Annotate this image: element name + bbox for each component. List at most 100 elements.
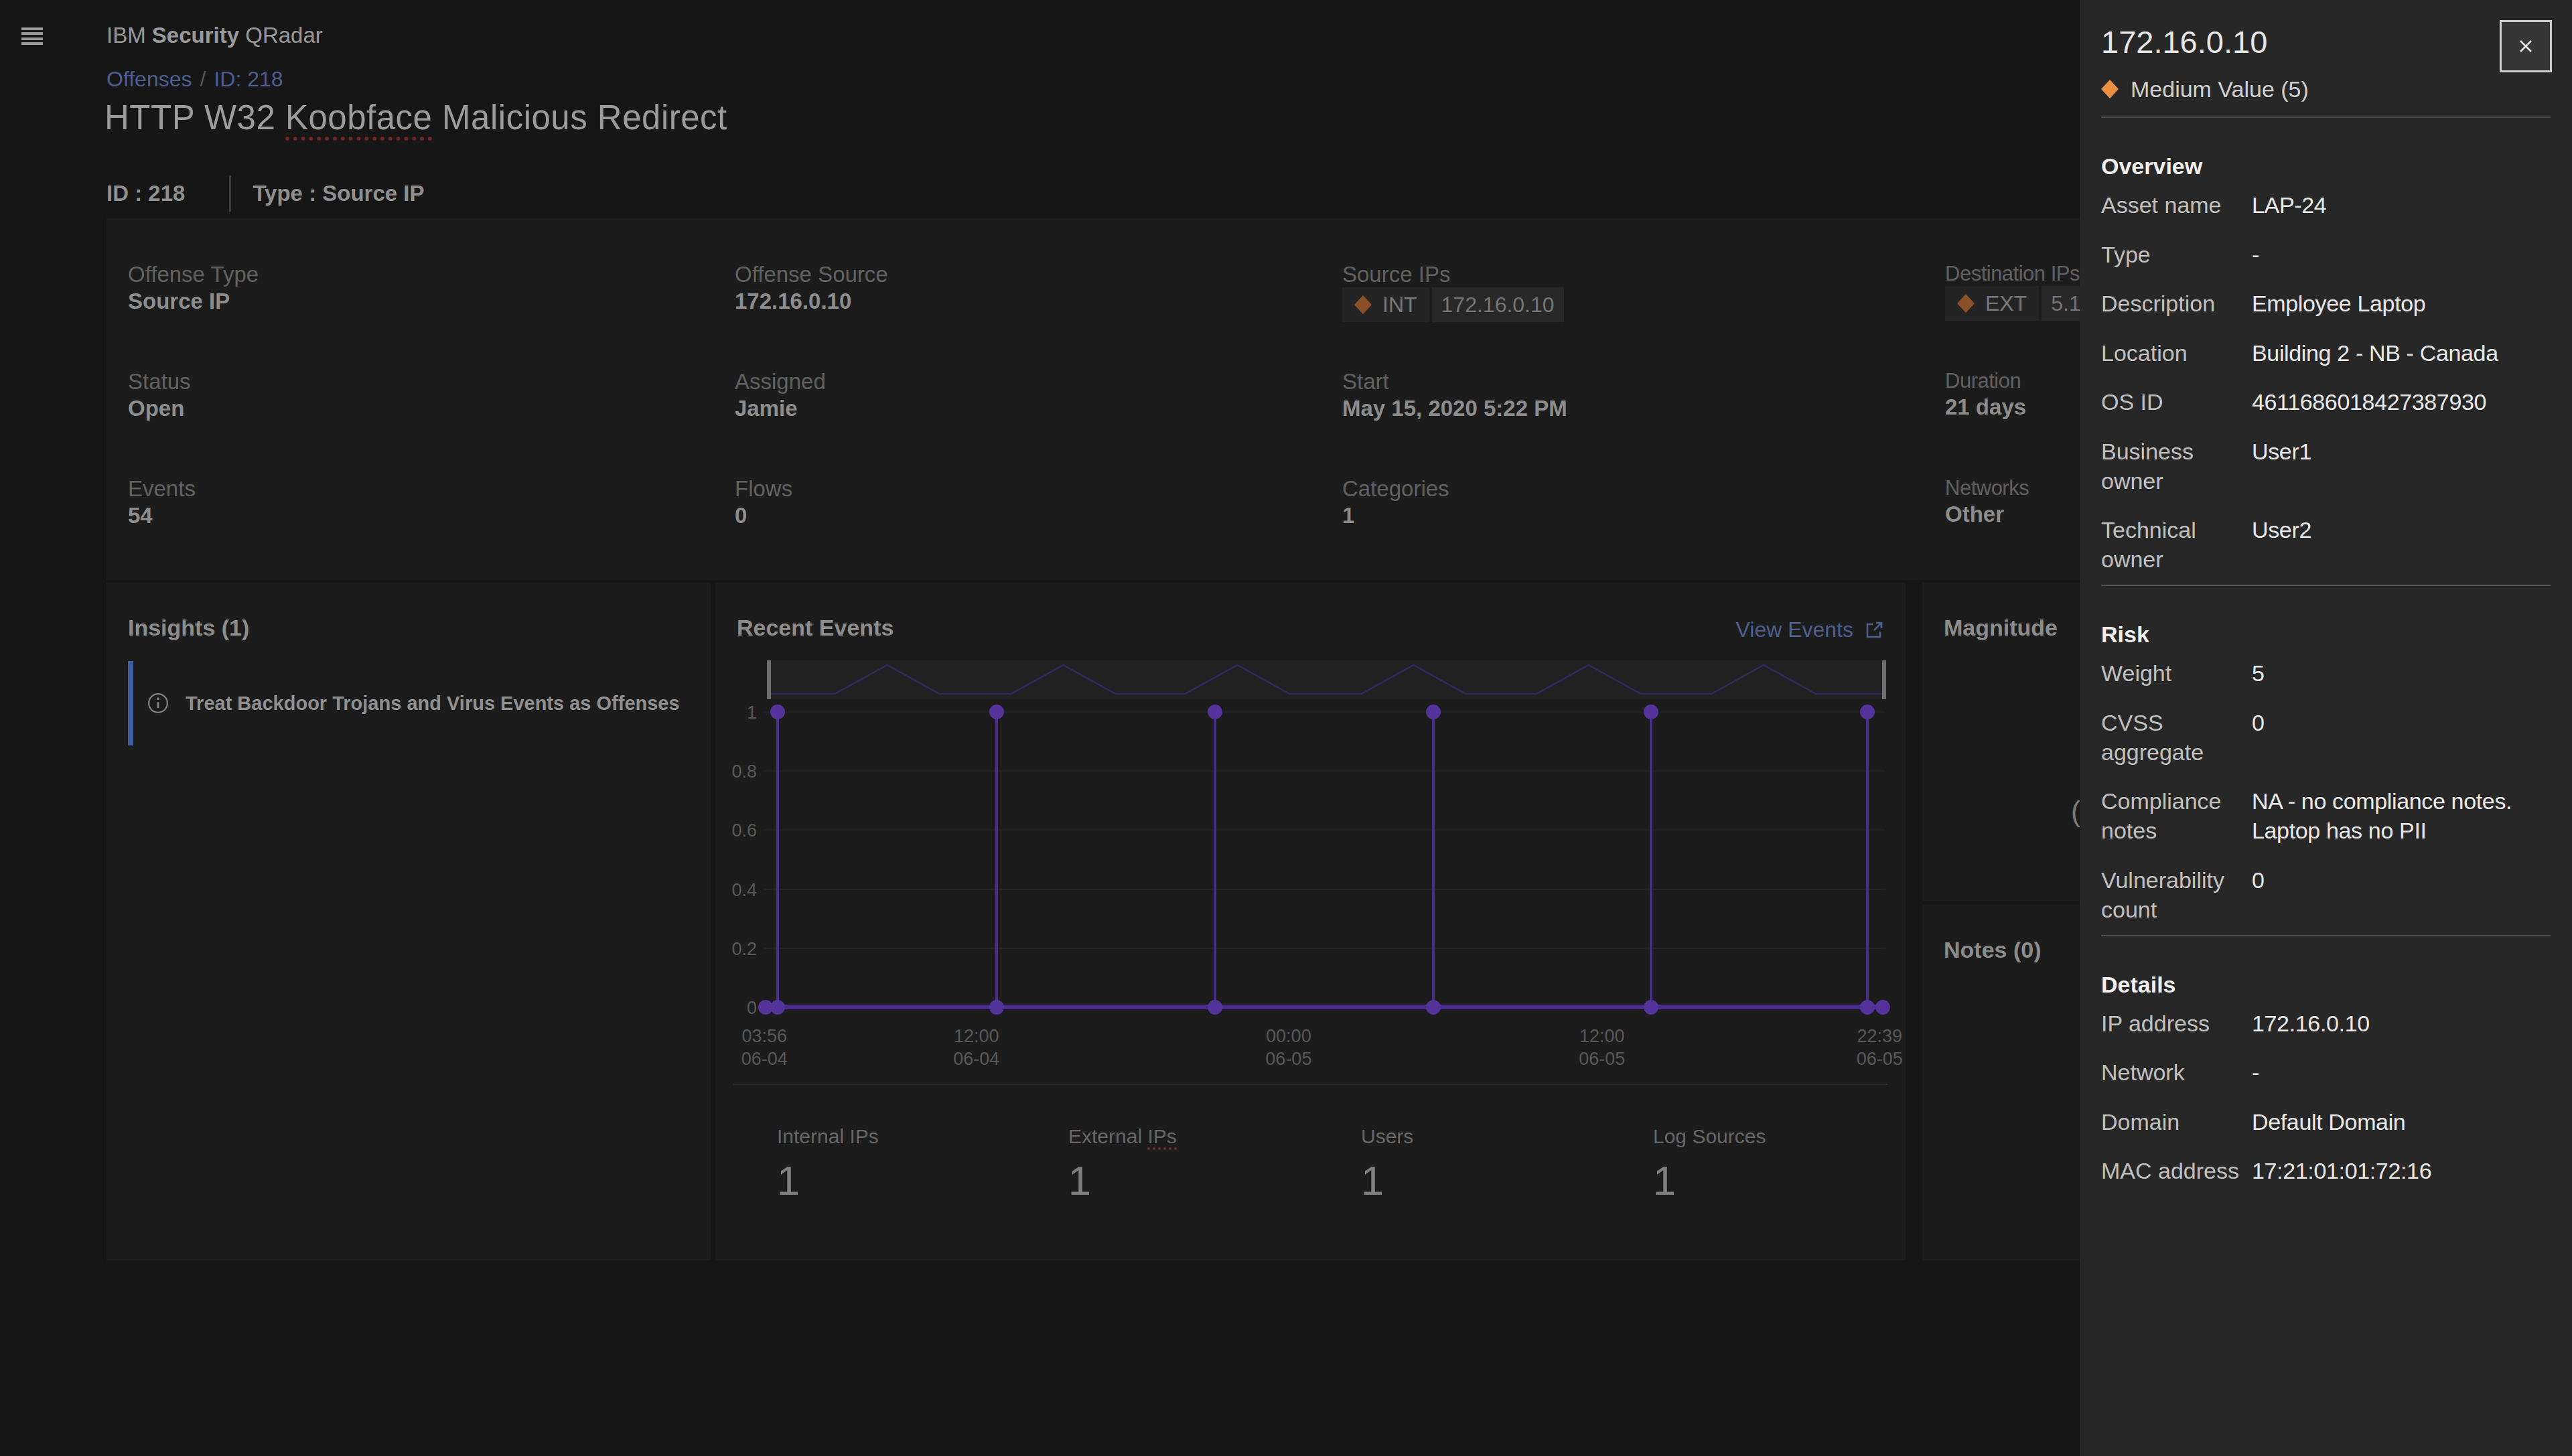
chart-event-dot[interactable] bbox=[1644, 705, 1658, 719]
chart-baseline-series bbox=[764, 1005, 1885, 1009]
field-status: Status Open bbox=[128, 369, 191, 421]
source-ip-tag[interactable]: INT 172.16.0.10 bbox=[1342, 287, 1564, 322]
close-panel-button[interactable] bbox=[2500, 20, 2552, 72]
chart-event-stem bbox=[1214, 712, 1216, 1007]
field-duration: Duration 21 days bbox=[1945, 369, 2026, 420]
asset-value-badge: Medium Value (5) bbox=[2101, 76, 2551, 102]
panel-section-heading: Risk bbox=[2101, 620, 2551, 649]
panel-field-label: MAC address bbox=[2101, 1156, 2252, 1185]
view-events-link[interactable]: View Events bbox=[1736, 617, 1885, 642]
panel-field-label: CVSS aggregate bbox=[2101, 708, 2252, 767]
panel-field-row: Vulnerability count0 bbox=[2101, 865, 2551, 924]
panel-field-value: - bbox=[2252, 1058, 2568, 1087]
panel-field-label: Weight bbox=[2101, 658, 2252, 688]
chart-baseline-dot bbox=[1426, 1000, 1441, 1015]
panel-field-label: Compliance notes bbox=[2101, 786, 2252, 845]
panel-field-row: OS ID4611686018427387930 bbox=[2101, 387, 2551, 417]
field-categories: Categories 1 bbox=[1342, 476, 1449, 528]
panel-section-heading: Overview bbox=[2101, 151, 2551, 181]
stat-external-ips: External IPs 1 bbox=[1068, 1125, 1177, 1204]
menu-icon[interactable] bbox=[21, 27, 43, 45]
panel-field-row: Asset nameLAP-24 bbox=[2101, 190, 2551, 220]
recent-events-title: Recent Events bbox=[737, 615, 894, 641]
panel-field-row: CVSS aggregate0 bbox=[2101, 708, 2551, 767]
chart-event-dot[interactable] bbox=[1208, 705, 1222, 719]
breadcrumb-current[interactable]: ID: 218 bbox=[214, 67, 283, 91]
panel-field-value: LAP-24 bbox=[2252, 190, 2568, 220]
panel-field-value: - bbox=[2252, 240, 2568, 269]
chart-event-stem bbox=[1650, 712, 1652, 1007]
chart-x-axis: 03:5606-0412:0006-0400:0006-0512:0006-05… bbox=[769, 1025, 1884, 1072]
asset-value-diamond-icon bbox=[1957, 294, 1975, 313]
stat-internal-ips: Internal IPs 1 bbox=[777, 1125, 879, 1204]
panel-section-rows: Asset nameLAP-24 Type- DescriptionEmployee… bbox=[2101, 190, 2551, 574]
info-icon bbox=[147, 692, 169, 715]
panel-field-row: DescriptionEmployee Laptop bbox=[2101, 289, 2551, 318]
offense-type: Type : Source IP bbox=[253, 181, 424, 206]
field-events: Events 54 bbox=[128, 476, 196, 528]
panel-title: 172.16.0.10 bbox=[2101, 23, 2551, 62]
field-offense-source: Offense Source 172.16.0.10 bbox=[735, 262, 888, 314]
chart-event-stem bbox=[1866, 712, 1869, 1007]
chart-event-dot[interactable] bbox=[1860, 705, 1875, 719]
chart-event-dot[interactable] bbox=[989, 705, 1004, 719]
stat-log-sources: Log Sources 1 bbox=[1653, 1125, 1766, 1204]
chart-gridline bbox=[764, 711, 1885, 713]
panel-field-label: Type bbox=[2101, 240, 2252, 269]
page-title: HTTP W32 Koobface Malicious Redirect bbox=[104, 98, 727, 137]
chart-baseline-dot bbox=[1860, 1000, 1875, 1015]
panel-field-value: 4611686018427387930 bbox=[2252, 387, 2568, 417]
panel-field-label: OS ID bbox=[2101, 387, 2252, 417]
chart-baseline-dot bbox=[1644, 1000, 1658, 1015]
panel-field-value: 172.16.0.10 bbox=[2252, 1009, 2568, 1038]
field-networks: Networks Other bbox=[1945, 476, 2029, 527]
panel-field-row: LocationBuilding 2 - NB - Canada bbox=[2101, 338, 2551, 368]
field-flows: Flows 0 bbox=[735, 476, 792, 528]
chart-gridline bbox=[764, 829, 1885, 830]
chart-y-tick-label: 0 bbox=[717, 998, 757, 1019]
stat-users: Users 1 bbox=[1361, 1125, 1413, 1204]
insight-text: Treat Backdoor Trojans and Virus Events … bbox=[186, 693, 680, 715]
zoom-bar-right-handle[interactable] bbox=[1882, 660, 1886, 699]
chart-baseline-dot bbox=[989, 1000, 1004, 1015]
chart-zoom-bar[interactable] bbox=[769, 660, 1884, 699]
chart-event-stem bbox=[1432, 712, 1435, 1007]
panel-field-value: Employee Laptop bbox=[2252, 289, 2568, 318]
spellcheck-underline: Koobface bbox=[285, 98, 433, 141]
destination-ip-tag[interactable]: EXT 5.17 bbox=[1945, 286, 2102, 321]
panel-field-label: Location bbox=[2101, 338, 2252, 368]
events-card-divider bbox=[733, 1084, 1887, 1085]
zoom-bar-wave bbox=[769, 660, 1884, 699]
asset-detail-panel: 172.16.0.10 Medium Value (5) Overview Ass… bbox=[2080, 0, 2572, 1456]
chart-y-tick-label: 0.2 bbox=[717, 939, 757, 960]
spellcheck-underline: IPs bbox=[1147, 1125, 1176, 1150]
zoom-bar-left-handle[interactable] bbox=[767, 660, 771, 699]
panel-field-label: IP address bbox=[2101, 1009, 2252, 1038]
offense-id: ID : 218 bbox=[106, 181, 185, 206]
field-assigned: Assigned Jamie bbox=[735, 369, 826, 421]
insight-item[interactable]: Treat Backdoor Trojans and Virus Events … bbox=[128, 661, 691, 745]
panel-section-rows: IP address172.16.0.10Network-DomainDefau… bbox=[2101, 1009, 2551, 1186]
panel-field-label: Technical owner bbox=[2101, 515, 2252, 574]
panel-field-value: 0 bbox=[2252, 708, 2568, 767]
app-brand: IBM Security QRadar bbox=[106, 23, 323, 48]
chart-x-tick-label: 12:0006-05 bbox=[1549, 1025, 1656, 1070]
chart-baseline-dot bbox=[1875, 1000, 1890, 1015]
chart-event-stem bbox=[776, 712, 779, 1007]
panel-field-value: User2 bbox=[2252, 515, 2568, 574]
panel-field-row: DomainDefault Domain bbox=[2101, 1107, 2551, 1137]
chart-x-tick-label: 22:3906-05 bbox=[1826, 1025, 1933, 1070]
panel-field-row: Type- bbox=[2101, 240, 2551, 269]
close-icon bbox=[2514, 35, 2537, 58]
chart-event-dot[interactable] bbox=[1426, 705, 1441, 719]
panel-field-label: Network bbox=[2101, 1058, 2252, 1087]
panel-field-row: Technical ownerUser2 bbox=[2101, 515, 2551, 574]
chart-gridline bbox=[764, 770, 1885, 772]
chart-gridline bbox=[764, 889, 1885, 890]
notes-title: Notes (0) bbox=[1944, 937, 2041, 963]
chart-x-tick-label: 03:5606-04 bbox=[711, 1025, 818, 1070]
field-destination-ips: Destination IPs EXT 5.17 bbox=[1945, 262, 2102, 321]
magnitude-partial-text: ( bbox=[2071, 796, 2080, 828]
chart-event-dot[interactable] bbox=[770, 705, 785, 719]
breadcrumb-offenses-link[interactable]: Offenses bbox=[106, 67, 192, 91]
